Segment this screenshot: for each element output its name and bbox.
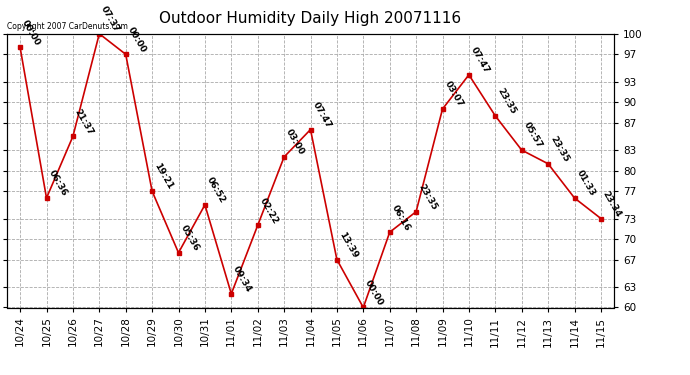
Text: 05:57: 05:57 bbox=[522, 121, 544, 150]
Text: 02:22: 02:22 bbox=[257, 196, 279, 225]
Text: 07:47: 07:47 bbox=[310, 100, 333, 130]
Text: 07:47: 07:47 bbox=[469, 45, 491, 75]
Text: 23:35: 23:35 bbox=[416, 182, 438, 212]
Text: 01:33: 01:33 bbox=[575, 169, 597, 198]
Text: Copyright 2007 CarDenuts.com: Copyright 2007 CarDenuts.com bbox=[7, 22, 128, 31]
Text: 06:52: 06:52 bbox=[205, 176, 227, 205]
Text: 23:34: 23:34 bbox=[601, 189, 623, 219]
Text: 19:21: 19:21 bbox=[152, 162, 175, 191]
Text: 13:39: 13:39 bbox=[337, 230, 359, 260]
Text: 00:00: 00:00 bbox=[126, 26, 148, 54]
Text: Outdoor Humidity Daily High 20071116: Outdoor Humidity Daily High 20071116 bbox=[159, 11, 462, 26]
Text: 07:37: 07:37 bbox=[99, 4, 121, 34]
Text: 09:34: 09:34 bbox=[231, 264, 253, 294]
Text: 03:07: 03:07 bbox=[442, 80, 464, 109]
Text: 06:36: 06:36 bbox=[46, 169, 68, 198]
Text: 23:35: 23:35 bbox=[495, 87, 518, 116]
Text: 23:35: 23:35 bbox=[548, 135, 570, 164]
Text: 00:00: 00:00 bbox=[20, 19, 42, 48]
Text: 00:00: 00:00 bbox=[364, 279, 385, 308]
Text: 06:16: 06:16 bbox=[390, 203, 412, 232]
Text: 05:36: 05:36 bbox=[179, 224, 201, 253]
Text: 03:00: 03:00 bbox=[284, 128, 306, 157]
Text: 21:37: 21:37 bbox=[73, 107, 95, 136]
